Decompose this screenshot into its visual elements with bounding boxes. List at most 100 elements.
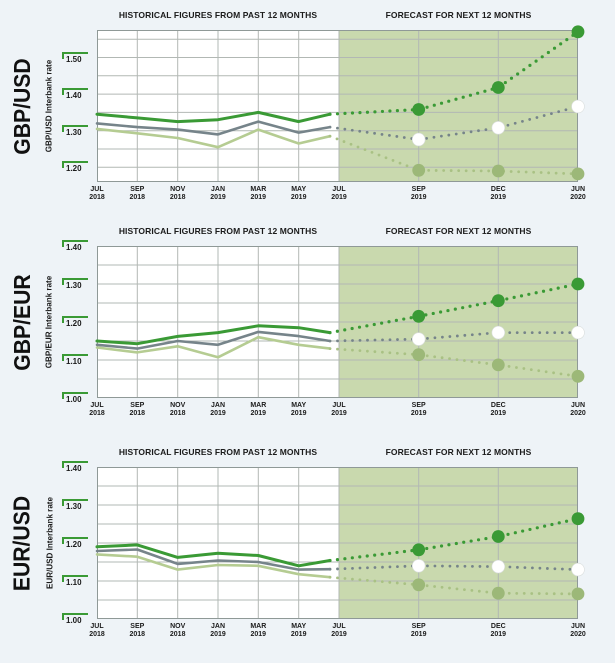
- y-tick-text: 1.30: [66, 502, 82, 511]
- x-tick-label: MAY 2019: [291, 186, 307, 202]
- x-tick-month: MAY: [291, 623, 307, 630]
- series-mid-scenario-history: [95, 120, 332, 136]
- x-tick-label: JUL 2019: [331, 402, 347, 418]
- x-tick-year: 2019: [250, 410, 267, 417]
- x-tick-label: JUL 2018: [89, 623, 105, 639]
- x-tick-year: 2018: [129, 631, 146, 638]
- x-tick-month: DEC: [490, 186, 506, 193]
- x-tick-month: SEP: [411, 402, 426, 409]
- y-tick-label: 1.10: [62, 575, 88, 588]
- currency-pair-title: GBP/USD: [4, 30, 40, 182]
- currency-pair-title: EUR/USD: [4, 467, 40, 619]
- x-tick-label: MAY 2019: [291, 402, 307, 418]
- x-tick-label: NOV 2018: [170, 402, 186, 418]
- v-gridlines: [136, 467, 499, 619]
- series-mid-scenario-forecast: [328, 331, 580, 343]
- y-tick-label: 1.50: [62, 51, 88, 65]
- x-tick-month: JUL: [332, 186, 346, 193]
- x-tick-year: 2019: [290, 631, 307, 638]
- x-tick-label: DEC 2019: [491, 623, 507, 639]
- y-tick-label: 1.20: [62, 316, 88, 329]
- x-tick-year: 2019: [290, 194, 307, 201]
- plot-svg: [95, 246, 585, 398]
- series-mid-scenario-forecast: [328, 564, 580, 571]
- x-tick-label: NOV 2018: [170, 623, 186, 639]
- y-axis-title-text: EUR/USD Interbank rate: [44, 496, 54, 590]
- currency-pair-title: GBP/EUR: [4, 246, 40, 398]
- x-tick-label: JUN 2020: [570, 402, 586, 418]
- forecast-section-title: FORECAST FOR NEXT 12 MONTHS: [385, 10, 532, 20]
- x-tick-year: 2019: [331, 410, 347, 417]
- series-low-scenario-markers: [412, 578, 585, 601]
- x-tick-month: JAN: [210, 186, 226, 193]
- y-tick-text: 1.00: [66, 616, 82, 625]
- x-tick-label: SEP 2019: [411, 402, 427, 418]
- x-tick-year: 2019: [210, 194, 226, 201]
- x-tick-label: SEP 2018: [130, 186, 146, 202]
- x-tick-month: SEP: [130, 186, 145, 193]
- x-axis-labels: JUL 2018 SEP 2018 NOV 2018 JAN 2019 MAR 2019 MAY 20…: [89, 402, 586, 424]
- x-tick-year: 2019: [490, 410, 507, 417]
- x-axis-labels: JUL 2018 SEP 2018 NOV 2018 JAN 2019 MAR 2019 MAY 20…: [89, 623, 586, 645]
- x-tick-month: MAY: [291, 186, 307, 193]
- x-tick-month: DEC: [490, 623, 506, 630]
- x-tick-label: JUL 2019: [331, 186, 347, 202]
- x-tick-label: SEP 2018: [130, 402, 146, 418]
- y-tick-text: 1.20: [66, 164, 82, 174]
- x-tick-month: MAR: [250, 186, 267, 193]
- x-tick-month: NOV: [170, 623, 186, 630]
- y-tick-label: 1.30: [62, 278, 88, 291]
- x-tick-month: JUL: [90, 402, 104, 409]
- plot-border: [97, 467, 578, 619]
- x-tick-year: 2019: [250, 631, 267, 638]
- x-tick-label: NOV 2018: [170, 186, 186, 202]
- x-tick-month: MAR: [250, 402, 267, 409]
- series-high-scenario-forecast: [328, 30, 580, 116]
- x-tick-label: JAN 2019: [210, 186, 226, 202]
- y-tick-label: 1.40: [62, 240, 88, 253]
- x-tick-year: 2018: [89, 631, 105, 638]
- x-tick-month: JUN: [570, 186, 586, 193]
- x-tick-year: 2018: [169, 410, 186, 417]
- x-tick-year: 2019: [410, 410, 427, 417]
- series-mid-scenario-markers: [412, 559, 585, 577]
- series-low-scenario-history: [95, 553, 332, 579]
- x-tick-month: JAN: [210, 623, 226, 630]
- series-low-scenario-history: [95, 127, 332, 149]
- currency-pair-text: GBP/USD: [8, 57, 35, 155]
- chart-block-eurusd: HISTORICAL FIGURES FROM PAST 12 MONTHS F…: [0, 447, 615, 647]
- series-mid-scenario-history: [95, 548, 332, 571]
- series-mid-scenario-forecast: [328, 105, 580, 141]
- x-tick-label: SEP 2018: [130, 623, 146, 639]
- x-tick-label: DEC 2019: [491, 402, 507, 418]
- x-tick-year: 2019: [331, 631, 347, 638]
- series-low-scenario-markers: [412, 163, 585, 181]
- y-tick-label: 1.00: [62, 392, 88, 405]
- x-tick-month: JAN: [210, 402, 226, 409]
- x-tick-year: 2018: [169, 631, 186, 638]
- y-tick-label: 1.40: [62, 88, 88, 101]
- series-mid-scenario-history: [95, 330, 332, 350]
- historical-section-title: HISTORICAL FIGURES FROM PAST 12 MONTHS: [118, 226, 318, 236]
- series-high-scenario-history: [95, 110, 332, 124]
- y-axis-ticks: 1.50 1.40 1.30 1.20: [60, 30, 92, 182]
- x-tick-month: JUL: [332, 402, 346, 409]
- x-tick-year: 2020: [570, 194, 586, 201]
- series-low-scenario-history: [95, 335, 332, 359]
- y-tick-label: 1.20: [62, 537, 88, 550]
- y-axis-ticks: 1.40 1.30 1.20 1.10 1.00: [60, 240, 92, 404]
- y-tick-label: 1.20: [62, 161, 88, 174]
- x-axis-labels: JUL 2018 SEP 2018 NOV 2018 JAN 2019 MAR 2019 MAY 20…: [89, 186, 586, 208]
- series-high-scenario-history: [95, 324, 332, 346]
- x-tick-year: 2019: [290, 410, 307, 417]
- x-tick-label: JAN 2019: [210, 623, 226, 639]
- series-high-scenario-markers: [412, 277, 585, 323]
- y-axis-ticks: 1.40 1.30 1.20 1.10 1.00: [60, 461, 92, 625]
- y-tick-text: 1.20: [66, 319, 82, 328]
- x-tick-month: NOV: [170, 186, 186, 193]
- series-high-scenario-markers: [412, 512, 585, 557]
- x-tick-month: JUL: [90, 623, 104, 630]
- x-tick-year: 2019: [331, 194, 347, 201]
- series-mid-scenario-markers: [412, 99, 585, 147]
